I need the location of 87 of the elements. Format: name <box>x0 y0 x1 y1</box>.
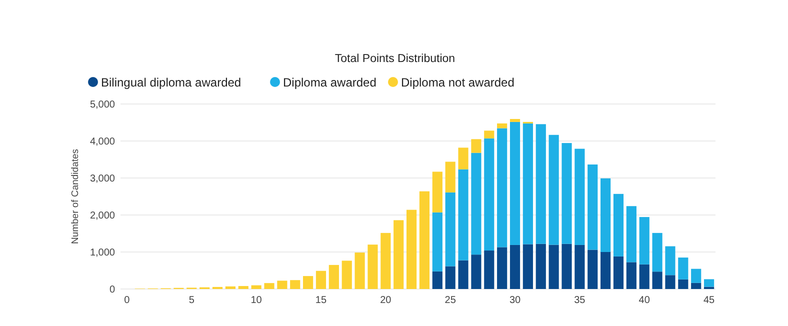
bar <box>536 124 546 244</box>
bar <box>484 250 494 289</box>
bar <box>510 244 520 289</box>
bar <box>380 232 391 289</box>
y-tick-label: 1,000 <box>90 248 116 258</box>
bar <box>484 130 494 138</box>
bar <box>613 256 624 289</box>
y-tick-label: 5,000 <box>90 100 116 110</box>
bar <box>458 148 468 170</box>
bar <box>264 283 274 289</box>
bar <box>678 258 688 280</box>
bar <box>600 178 611 252</box>
bar <box>328 264 339 289</box>
x-tick-label: 20 <box>380 295 392 306</box>
bar <box>548 244 559 289</box>
bar <box>471 152 482 255</box>
x-tick-label: 0 <box>124 295 130 306</box>
bar <box>354 252 365 289</box>
bar <box>665 246 676 276</box>
bar <box>652 232 662 272</box>
bar <box>394 220 404 289</box>
bar <box>445 162 456 192</box>
y-tick-label: 2,000 <box>90 210 116 222</box>
bar <box>562 143 572 244</box>
bar <box>497 123 508 128</box>
bar <box>290 280 300 289</box>
bar <box>432 172 442 212</box>
bar <box>342 260 352 289</box>
bar <box>497 247 508 289</box>
x-tick-label: 35 <box>574 295 586 306</box>
bar <box>406 210 417 289</box>
legend-label: Diploma awarded <box>283 76 376 90</box>
bar <box>368 244 378 289</box>
bar <box>432 271 442 289</box>
bar <box>652 272 662 289</box>
x-tick-label: 45 <box>703 295 716 306</box>
bar <box>471 139 482 153</box>
bar <box>626 262 636 289</box>
y-tick-label: 0 <box>109 284 116 296</box>
bar <box>536 244 546 289</box>
bar <box>588 250 598 289</box>
bar <box>600 252 611 289</box>
bar <box>316 270 326 289</box>
bar <box>691 268 702 283</box>
bar <box>574 244 585 289</box>
bar <box>704 279 714 287</box>
bar <box>562 244 572 289</box>
x-tick-label: 40 <box>638 295 650 306</box>
bar <box>613 194 624 256</box>
y-tick-label: 4,000 <box>90 136 116 148</box>
bar <box>458 169 468 260</box>
bar <box>510 118 520 122</box>
bar <box>522 244 533 289</box>
bar <box>588 164 598 250</box>
bar <box>548 134 559 245</box>
x-tick-label: 10 <box>250 295 262 306</box>
bar <box>458 260 468 289</box>
bar <box>484 138 494 251</box>
bar <box>497 128 508 248</box>
bar <box>639 264 650 289</box>
bar <box>665 275 676 289</box>
bar <box>639 217 650 264</box>
bar <box>626 206 636 262</box>
legend-label: Bilingual diploma awarded <box>101 76 242 90</box>
bar <box>303 276 314 289</box>
x-tick-label: 25 <box>444 295 456 306</box>
bar <box>251 285 262 289</box>
bar <box>574 148 585 245</box>
x-tick-label: 15 <box>315 295 327 306</box>
y-axis-title: Number of Candidates <box>70 148 81 244</box>
y-tick-label: 3,000 <box>90 174 116 184</box>
bar <box>678 279 688 289</box>
bar <box>522 123 533 244</box>
bar <box>277 280 288 289</box>
bar <box>445 192 456 266</box>
bar <box>419 191 430 289</box>
bar <box>691 282 702 289</box>
x-tick-label: 5 <box>188 295 195 306</box>
bar <box>445 266 456 289</box>
bar <box>238 286 248 289</box>
x-tick-label: 30 <box>509 295 522 306</box>
bar <box>510 122 520 245</box>
bar <box>225 286 236 289</box>
bar <box>471 254 482 289</box>
legend-label: Diploma not awarded <box>401 76 514 90</box>
chart-title: Total Points Distribution <box>334 53 456 65</box>
bar <box>432 212 442 272</box>
